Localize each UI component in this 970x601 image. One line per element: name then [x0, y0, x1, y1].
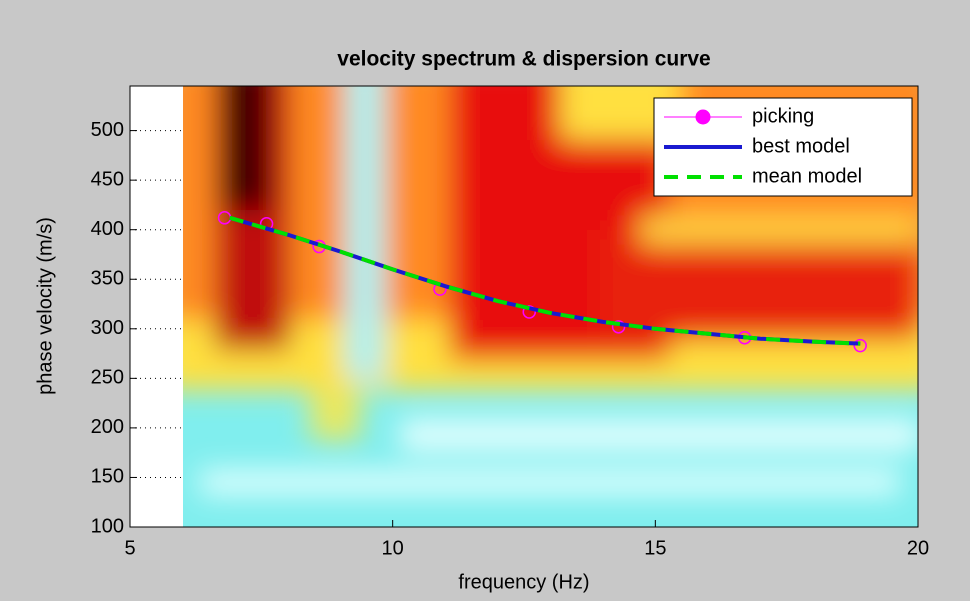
axes-box	[129, 85, 919, 528]
spectrum-trough	[200, 470, 900, 495]
x-tick-label: 10	[382, 537, 404, 559]
legend-label: best model	[752, 135, 850, 157]
y-axis-label: phase velocity (m/s)	[34, 217, 56, 395]
y-tick-label: 200	[91, 416, 124, 438]
series-line	[229, 215, 861, 346]
x-tick-label: 15	[644, 537, 666, 559]
legend-label: mean model	[752, 165, 862, 187]
spectrum-trough	[400, 420, 918, 450]
y-tick-label: 150	[91, 466, 124, 488]
chart-title: velocity spectrum & dispersion curve	[337, 48, 710, 71]
spectrum-peak	[220, 86, 270, 210]
legend-label: picking	[752, 105, 814, 127]
legend: picking best model mean model	[653, 97, 913, 197]
axes: 100 150 200 250 300 350 400 450 500 5 10 15 20	[91, 119, 930, 559]
y-tick-label: 250	[91, 367, 124, 389]
y-tick-label: 500	[91, 119, 124, 141]
velocity-spectrum	[183, 86, 918, 527]
x-axis-label: frequency (Hz)	[458, 571, 589, 593]
y-tick-label: 400	[91, 218, 124, 240]
spectrum-band	[310, 390, 360, 440]
x-tick-label: 5	[124, 537, 135, 559]
y-tick-label: 300	[91, 317, 124, 339]
legend-marker	[695, 109, 711, 125]
series-marker	[611, 320, 626, 334]
spectrum-trough	[345, 86, 385, 380]
data	[217, 211, 867, 353]
x-tick-label: 20	[907, 537, 929, 559]
y-tick-label: 100	[91, 515, 124, 537]
spectrum-band	[640, 215, 918, 245]
spectrum-peak	[600, 230, 918, 340]
y-tick-label: 450	[91, 168, 124, 190]
series-marker	[522, 305, 537, 319]
y-tick-label: 350	[91, 268, 124, 290]
series-marker	[853, 338, 867, 353]
